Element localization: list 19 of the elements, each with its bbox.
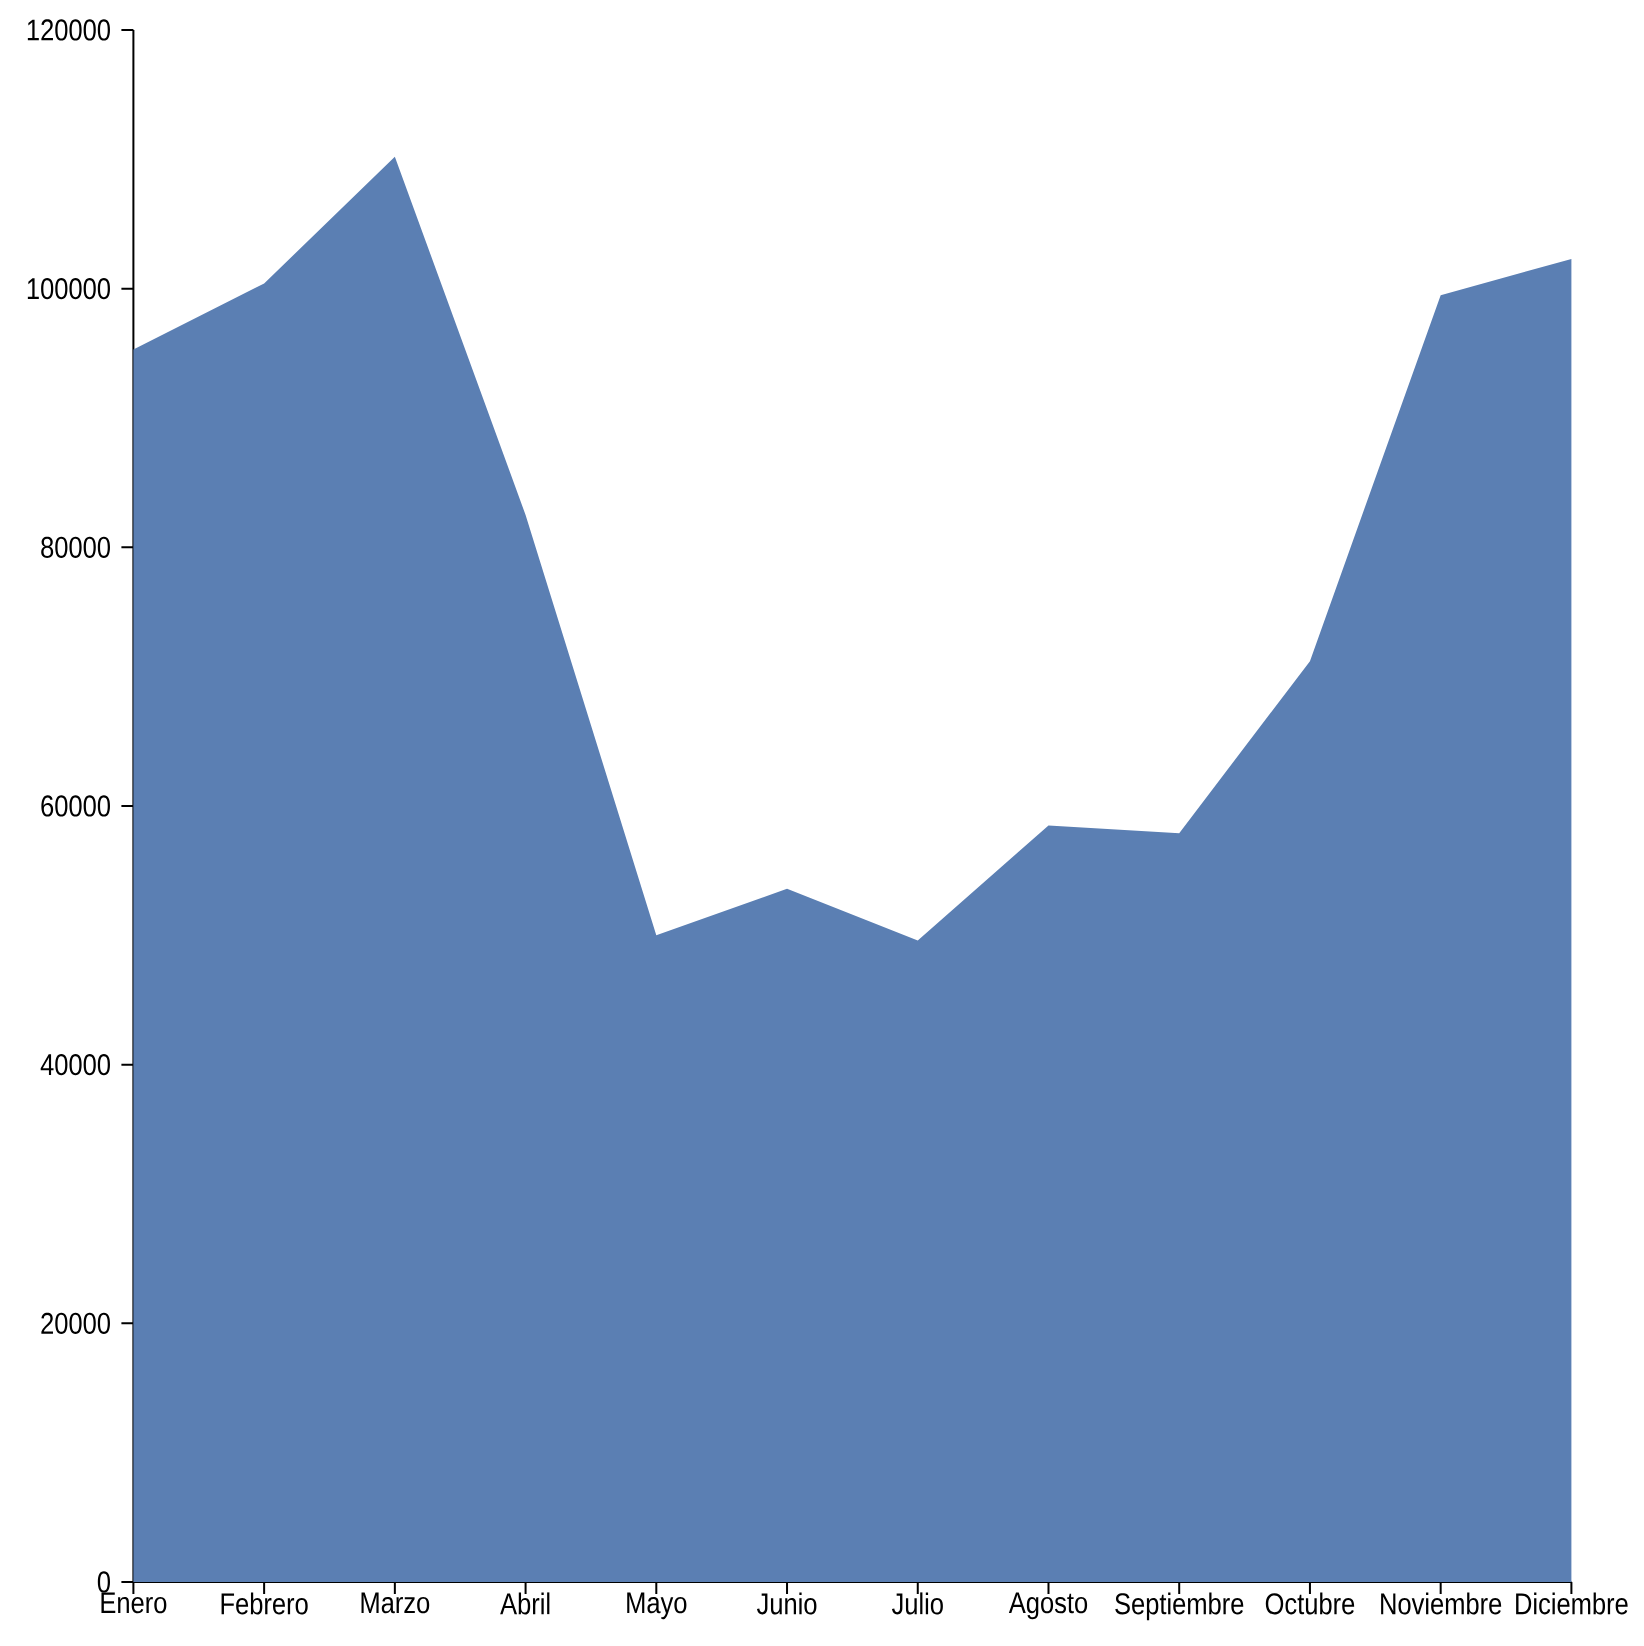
x-tick-label: Noviembre [1381,1592,1502,1615]
y-tick-label: 80000 [41,536,110,558]
x-tick-label: Febrero [221,1592,308,1615]
x-tick-label: Septiembre [1115,1592,1244,1621]
y-tick-label: 60000 [41,795,110,817]
x-tick-label: Octubre [1265,1592,1355,1615]
y-tick-label: 100000 [27,278,110,300]
y-tick-label: 120000 [27,19,110,41]
x-tick-label: Julio [891,1592,943,1615]
x-tick-label: Enero [101,1592,167,1614]
x-tick-label: Marzo [361,1592,430,1614]
y-tick-label: 20000 [41,1312,110,1334]
y-tick-label: 40000 [40,1054,110,1076]
x-tick-label: Diciembre [1516,1592,1628,1615]
x-tick-label: Mayo [627,1592,687,1620]
x-tick-label: Abril [500,1592,550,1615]
x-tick-label: Agosto [1008,1592,1088,1620]
y-tick-label: 0 [97,1571,110,1593]
x-tick-label: Junio [756,1592,817,1615]
